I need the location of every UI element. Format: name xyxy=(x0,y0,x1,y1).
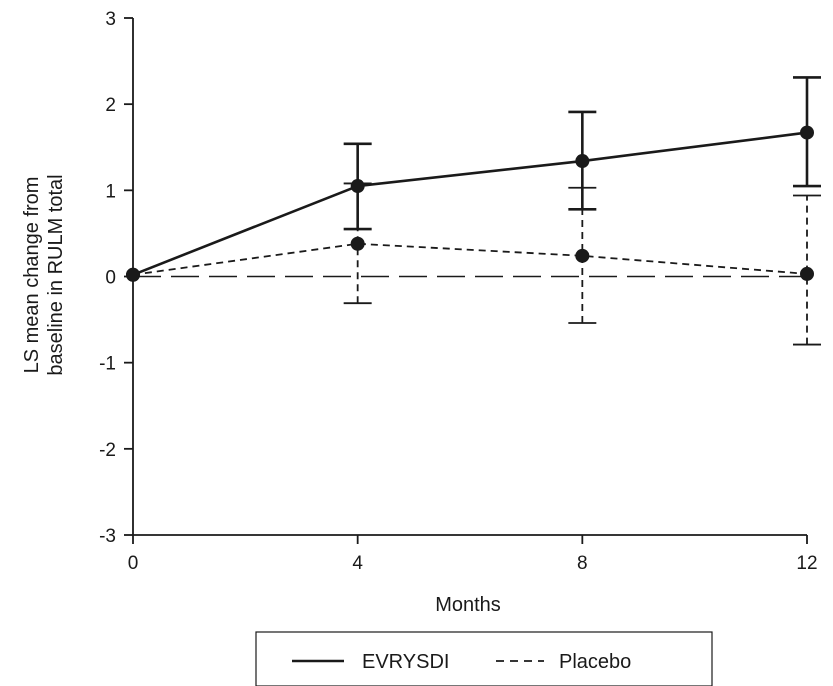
series-line-evrysdi xyxy=(132,131,808,276)
axes xyxy=(124,17,808,544)
x-tick-label: 8 xyxy=(577,553,588,574)
y-tick-label: -1 xyxy=(99,354,116,375)
legend: EVRYSDI Placebo xyxy=(255,631,713,686)
y-tick-label: -2 xyxy=(99,440,116,461)
y-tick-label: 3 xyxy=(105,9,116,30)
legend-label-placebo: Placebo xyxy=(559,651,631,673)
x-axis-title: Months xyxy=(435,594,501,616)
data-point-evrysdi xyxy=(350,179,365,194)
series-line-placebo xyxy=(132,242,808,276)
y-tick-label: 1 xyxy=(105,181,116,202)
data-point-placebo xyxy=(350,236,365,251)
series-placebo xyxy=(126,182,821,346)
y-tick-label: 0 xyxy=(105,268,116,289)
legend-label-evrysdi: EVRYSDI xyxy=(362,651,449,673)
x-tick-label: 4 xyxy=(352,553,363,574)
x-tick-label: 0 xyxy=(128,553,139,574)
y-axis-title-line-2: baseline in RULM total xyxy=(45,174,67,375)
y-axis-title: LS mean change from baseline in RULM tot… xyxy=(21,174,67,375)
series-layer xyxy=(126,76,821,346)
y-axis-title-line-1: LS mean change from xyxy=(21,177,43,374)
data-point-placebo xyxy=(575,248,590,263)
data-point-placebo xyxy=(126,267,140,282)
data-point-evrysdi xyxy=(575,154,590,169)
x-tick-label: 12 xyxy=(796,553,817,574)
series-evrysdi xyxy=(126,76,821,282)
y-tick-label: -3 xyxy=(99,526,116,547)
y-tick-label: 2 xyxy=(105,95,116,116)
data-point-placebo xyxy=(800,266,814,281)
legend-box xyxy=(255,631,713,686)
data-point-evrysdi xyxy=(800,125,814,140)
